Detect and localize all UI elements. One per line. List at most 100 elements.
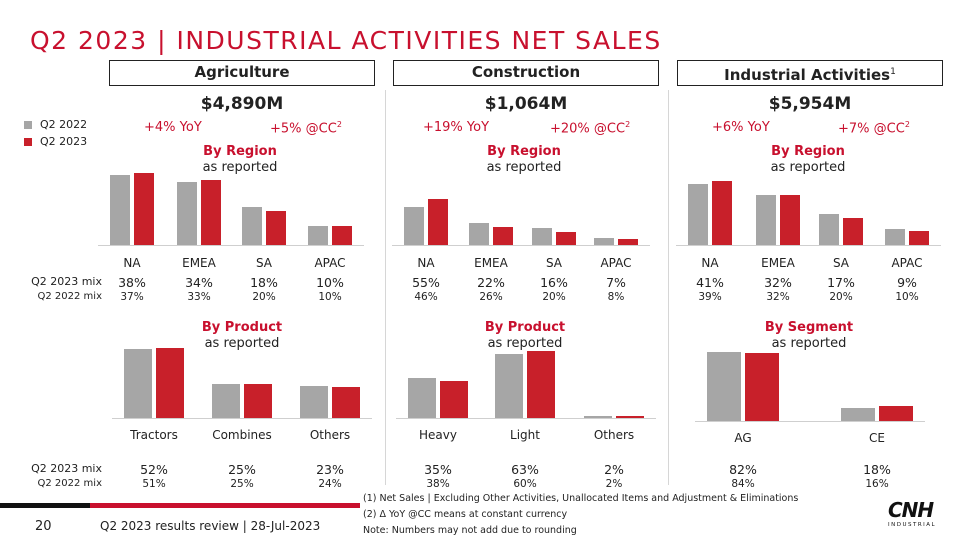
industrial-segment-heading: By Segment as reported	[709, 320, 909, 352]
segment-header-label: Industrial Activities	[724, 66, 891, 84]
chart-axis-line	[695, 421, 925, 422]
heading-bold: By Region	[487, 144, 561, 159]
industrial-total: $5,954M	[768, 94, 852, 114]
mix-2023-value: 41%	[696, 275, 724, 290]
bar-combines-q2-2023	[244, 384, 272, 418]
mix-2023-value: 16%	[540, 275, 568, 290]
column-divider	[385, 90, 386, 485]
mix-2023-value: 52%	[140, 462, 168, 477]
agriculture-cc: +5% @CC2	[270, 120, 342, 136]
mix-2023-value: 82%	[729, 462, 757, 477]
construction-product-heading: By Product as reported	[425, 320, 625, 352]
row-label-mix-2023: Q2 2023 mix	[31, 275, 102, 288]
segment-header-construction: Construction	[393, 60, 659, 86]
heading-bold: By Region	[203, 144, 277, 159]
cnh-logo: CNH INDUSTRIAL	[888, 498, 936, 528]
footnote-2: (2) Δ YoY @CC means at constant currency	[363, 509, 568, 520]
logo-main: CNH	[888, 498, 934, 522]
bar-sa-q2-2022	[532, 228, 552, 245]
footnote-marker: 2	[904, 120, 910, 129]
category-label: Others	[593, 428, 635, 442]
footer-accent-bar-red	[90, 503, 360, 508]
bar-heavy-q2-2022	[408, 377, 436, 418]
mix-2023-value: 25%	[228, 462, 256, 477]
bar-others-q2-2023	[332, 386, 360, 418]
segment-header-label: Construction	[471, 63, 581, 81]
mix-2023-value: 9%	[897, 275, 917, 290]
bar-na-q2-2022	[404, 206, 424, 245]
mix-2022-value: 25%	[230, 478, 254, 490]
bar-emea-q2-2022	[469, 223, 489, 245]
mix-2022-value: 26%	[479, 291, 503, 303]
mix-2022-value: 51%	[142, 478, 166, 490]
bar-na-q2-2022	[688, 184, 708, 245]
mix-2022-value: 33%	[187, 291, 211, 303]
mix-2023-value: 63%	[511, 462, 539, 477]
row-label-mix-2022: Q2 2022 mix	[37, 478, 102, 489]
cc-text: +7% @CC	[838, 121, 905, 137]
category-label: APAC	[314, 256, 346, 270]
mix-2023-value: 10%	[316, 275, 344, 290]
bar-light-q2-2022	[495, 354, 523, 418]
heading-bold: By Region	[771, 144, 845, 159]
category-label: NA	[123, 256, 141, 270]
bar-apac-q2-2022	[594, 238, 614, 245]
bar-sa-q2-2023	[843, 218, 863, 245]
chart-axis-line	[112, 418, 372, 419]
legend-label-q2-2022: Q2 2022	[40, 118, 88, 131]
heading-normal: as reported	[486, 160, 562, 175]
category-label: SA	[255, 256, 273, 270]
heading-bold: By Product	[201, 320, 283, 335]
mix-2022-value: 16%	[865, 478, 889, 490]
bar-light-q2-2023	[527, 351, 555, 418]
bar-sa-q2-2022	[242, 207, 262, 245]
bar-apac-q2-2023	[909, 230, 929, 245]
mix-2022-value: 84%	[731, 478, 755, 490]
legend-item-q2-2022: Q2 2022	[24, 118, 87, 131]
category-label: Light	[510, 428, 540, 442]
mix-2023-value: 55%	[412, 275, 440, 290]
page-title: Q2 2023 | INDUSTRIAL ACTIVITIES NET SALE…	[30, 26, 662, 55]
mix-2022-value: 46%	[414, 291, 438, 303]
footnote-marker: 2	[625, 120, 631, 129]
logo-sub: INDUSTRIAL	[888, 522, 937, 528]
mix-2022-value: 60%	[513, 478, 537, 490]
mix-2022-value: 10%	[895, 291, 919, 303]
row-label-mix-2022: Q2 2022 mix	[37, 291, 102, 302]
bar-ag-q2-2022	[707, 351, 741, 421]
mix-2022-value: 2%	[605, 478, 623, 490]
heading-bold: By Product	[484, 320, 566, 335]
mix-2022-value: 20%	[252, 291, 276, 303]
category-label: EMEA	[474, 256, 508, 270]
mix-2022-value: 8%	[607, 291, 625, 303]
mix-2022-value: 39%	[698, 291, 722, 303]
industrial-cc: +7% @CC2	[838, 120, 910, 136]
category-label: AG	[734, 431, 752, 445]
mix-2023-value: 23%	[316, 462, 344, 477]
bar-ag-q2-2023	[745, 353, 779, 421]
category-label: APAC	[891, 256, 923, 270]
mix-2023-value: 22%	[477, 275, 505, 290]
category-label: APAC	[600, 256, 632, 270]
row-label-mix-2023: Q2 2023 mix	[31, 462, 102, 475]
category-label: Tractors	[130, 428, 178, 442]
footnote-1: (1) Net Sales | Excluding Other Activiti…	[363, 493, 799, 504]
mix-2023-value: 32%	[764, 275, 792, 290]
bar-apac-q2-2022	[885, 229, 905, 245]
chart-axis-line	[98, 245, 364, 246]
bar-na-q2-2023	[428, 199, 448, 245]
legend-item-q2-2023: Q2 2023	[24, 135, 87, 148]
segment-header-industrial-activities: Industrial Activities1	[677, 60, 943, 86]
mix-2023-value: 18%	[863, 462, 891, 477]
bar-emea-q2-2023	[780, 195, 800, 245]
heading-bold: By Segment	[764, 320, 854, 335]
bar-ce-q2-2023	[879, 406, 913, 421]
mix-2022-value: 24%	[318, 478, 342, 490]
mix-2023-value: 2%	[604, 462, 624, 477]
chart-axis-line	[676, 245, 941, 246]
industrial-yoy: +6% YoY	[712, 120, 770, 135]
bar-apac-q2-2022	[308, 226, 328, 245]
column-divider	[668, 90, 669, 485]
bar-na-q2-2023	[712, 181, 732, 245]
heading-normal: as reported	[204, 336, 280, 351]
